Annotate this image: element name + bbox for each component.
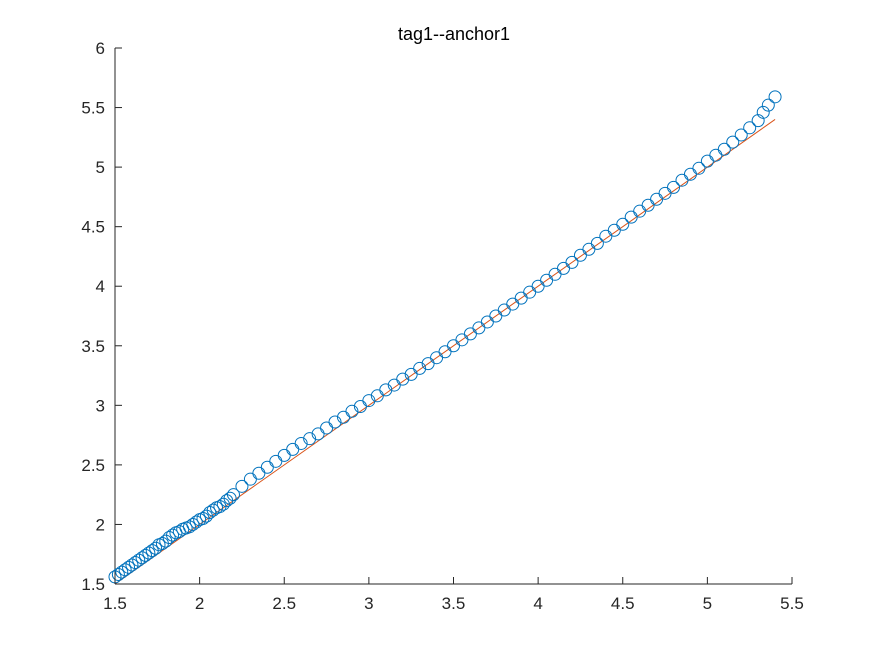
scatter-point bbox=[345, 404, 359, 418]
scatter-point bbox=[118, 563, 132, 577]
scatter-point bbox=[633, 204, 647, 218]
scatter-point bbox=[206, 503, 220, 517]
scatter-point bbox=[726, 135, 740, 149]
scatter-point bbox=[277, 448, 291, 462]
scatter-point bbox=[616, 217, 630, 231]
scatter-point bbox=[582, 242, 596, 256]
scatter-point bbox=[203, 506, 217, 520]
scatter-point bbox=[132, 553, 146, 567]
x-tick-label: 2.5 bbox=[272, 594, 296, 613]
x-tick-label: 5.5 bbox=[780, 594, 804, 613]
scatter-point bbox=[162, 531, 176, 545]
y-tick-label: 4.5 bbox=[81, 218, 105, 237]
y-tick-label: 1.5 bbox=[81, 575, 105, 594]
axes bbox=[114, 48, 792, 585]
scatter-point bbox=[223, 491, 237, 505]
x-tick-label: 4.5 bbox=[611, 594, 635, 613]
x-tick-layer: 1.5 2 2.5 3 3.5 4 4.5 5 5.5 bbox=[103, 577, 804, 613]
scatter-point bbox=[565, 255, 579, 269]
scatter-point bbox=[243, 472, 257, 486]
scatter-point bbox=[186, 517, 200, 531]
chart-title: tag1--anchor1 bbox=[398, 24, 510, 44]
scatter-point bbox=[182, 520, 196, 534]
scatter-point bbox=[226, 488, 240, 502]
scatter-point bbox=[658, 186, 672, 200]
y-tick-label: 3.5 bbox=[81, 337, 105, 356]
scatter-point bbox=[379, 383, 393, 397]
scatter-point bbox=[624, 210, 638, 224]
y-tick-label: 4 bbox=[96, 277, 105, 296]
x-tick-label: 5 bbox=[703, 594, 712, 613]
scatter-point bbox=[413, 361, 427, 375]
scatter-point bbox=[641, 198, 655, 212]
scatter-point bbox=[709, 148, 723, 162]
scatter-point bbox=[294, 436, 308, 450]
scatter-point bbox=[362, 394, 376, 408]
scatter-point bbox=[286, 442, 300, 456]
scatter-point bbox=[260, 460, 274, 474]
scatter-point bbox=[650, 192, 664, 206]
scatter-point bbox=[573, 248, 587, 262]
scatter-point bbox=[743, 121, 757, 135]
scatter-point bbox=[252, 466, 266, 480]
scatter-point bbox=[734, 128, 748, 142]
y-tick-label: 6 bbox=[96, 39, 105, 58]
scatter-point bbox=[590, 236, 604, 250]
x-tick-label: 3.5 bbox=[442, 594, 466, 613]
scatter-point bbox=[320, 421, 334, 435]
y-tick-label: 5 bbox=[96, 158, 105, 177]
scatter-point bbox=[667, 180, 681, 194]
scatter-point bbox=[768, 90, 782, 104]
scatter-point bbox=[166, 528, 180, 542]
scatter-point bbox=[396, 372, 410, 386]
x-tick-label: 3 bbox=[364, 594, 373, 613]
y-tick-label: 5.5 bbox=[81, 99, 105, 118]
scatter-point bbox=[692, 161, 706, 175]
fit-line bbox=[114, 119, 776, 585]
scatter-point bbox=[717, 142, 731, 156]
x-tick-label: 4 bbox=[533, 594, 542, 613]
scatter-point bbox=[122, 560, 136, 574]
scatter-point bbox=[125, 558, 139, 572]
scatter-point bbox=[303, 432, 317, 446]
scatter-point bbox=[142, 546, 156, 560]
scatter-point bbox=[138, 548, 152, 562]
scatter-point bbox=[111, 567, 125, 581]
x-tick-label: 2 bbox=[195, 594, 204, 613]
scatter-point bbox=[756, 105, 770, 119]
scatter-point bbox=[235, 479, 249, 493]
scatter-point bbox=[128, 556, 142, 570]
y-tick-label: 3 bbox=[96, 396, 105, 415]
scatter-point bbox=[269, 454, 283, 468]
plot-line-layer bbox=[114, 119, 776, 585]
scatter-point bbox=[135, 551, 149, 565]
scatter-point bbox=[751, 114, 765, 128]
scatter-point bbox=[328, 415, 342, 429]
scatter-point bbox=[149, 541, 163, 555]
scatter-point bbox=[761, 98, 775, 112]
plot-points-layer bbox=[108, 90, 782, 584]
x-tick-label: 1.5 bbox=[103, 594, 127, 613]
y-tick-label: 2 bbox=[96, 515, 105, 534]
y-tick-layer: 1.5 2 2.5 3 3.5 4 4.5 5 5.5 6 bbox=[81, 39, 122, 594]
y-tick-label: 2.5 bbox=[81, 456, 105, 475]
scatter-point bbox=[189, 515, 203, 529]
scatter-point bbox=[115, 565, 129, 579]
scatter-point bbox=[700, 154, 714, 168]
